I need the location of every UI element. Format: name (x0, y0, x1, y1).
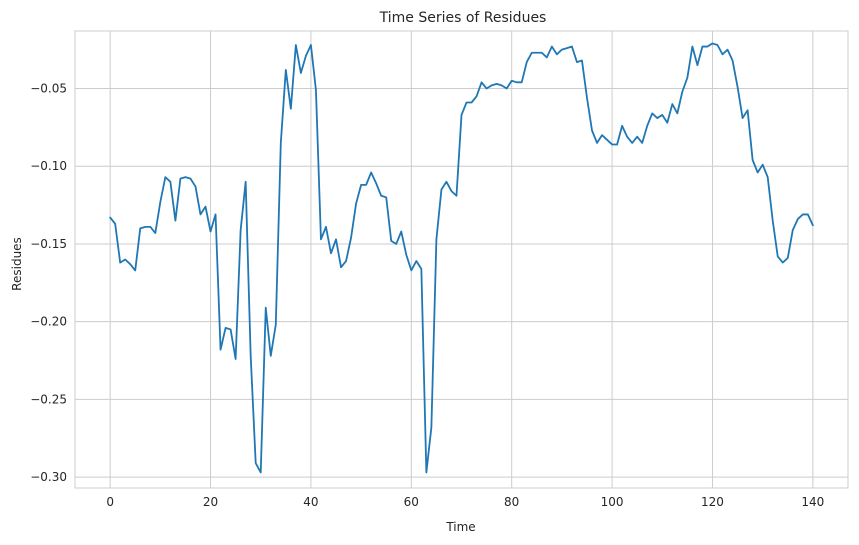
y-axis-label: Residues (10, 237, 24, 291)
plot-frame (74, 30, 849, 489)
x-tick-labels: 0 20 40 60 80 100 120 140 (106, 495, 824, 509)
x-tick-label: 60 (404, 495, 419, 509)
x-tick-label: 140 (801, 495, 824, 509)
x-tick-label: 120 (701, 495, 724, 509)
y-tick-label: −0.25 (30, 392, 67, 406)
y-tick-label: −0.30 (30, 470, 67, 484)
y-tick-label: −0.20 (30, 315, 67, 329)
y-tick-label: −0.05 (30, 82, 67, 96)
x-tick-label: 0 (106, 495, 114, 509)
x-tick-label: 40 (303, 495, 318, 509)
series-group (109, 42, 814, 474)
x-grid-lines (109, 31, 814, 488)
residues-series-line (109, 42, 814, 474)
x-tick-label: 100 (601, 495, 624, 509)
x-tick-label: 80 (504, 495, 519, 509)
y-grid-lines (75, 88, 848, 478)
x-tick-label: 20 (203, 495, 218, 509)
chart-title: Time Series of Residues (379, 10, 547, 26)
x-axis-label: Time (445, 520, 475, 534)
y-tick-label: −0.10 (30, 159, 67, 173)
y-tick-label: −0.15 (30, 237, 67, 251)
y-tick-labels: −0.30 −0.25 −0.20 −0.15 −0.10 −0.05 (30, 82, 67, 485)
